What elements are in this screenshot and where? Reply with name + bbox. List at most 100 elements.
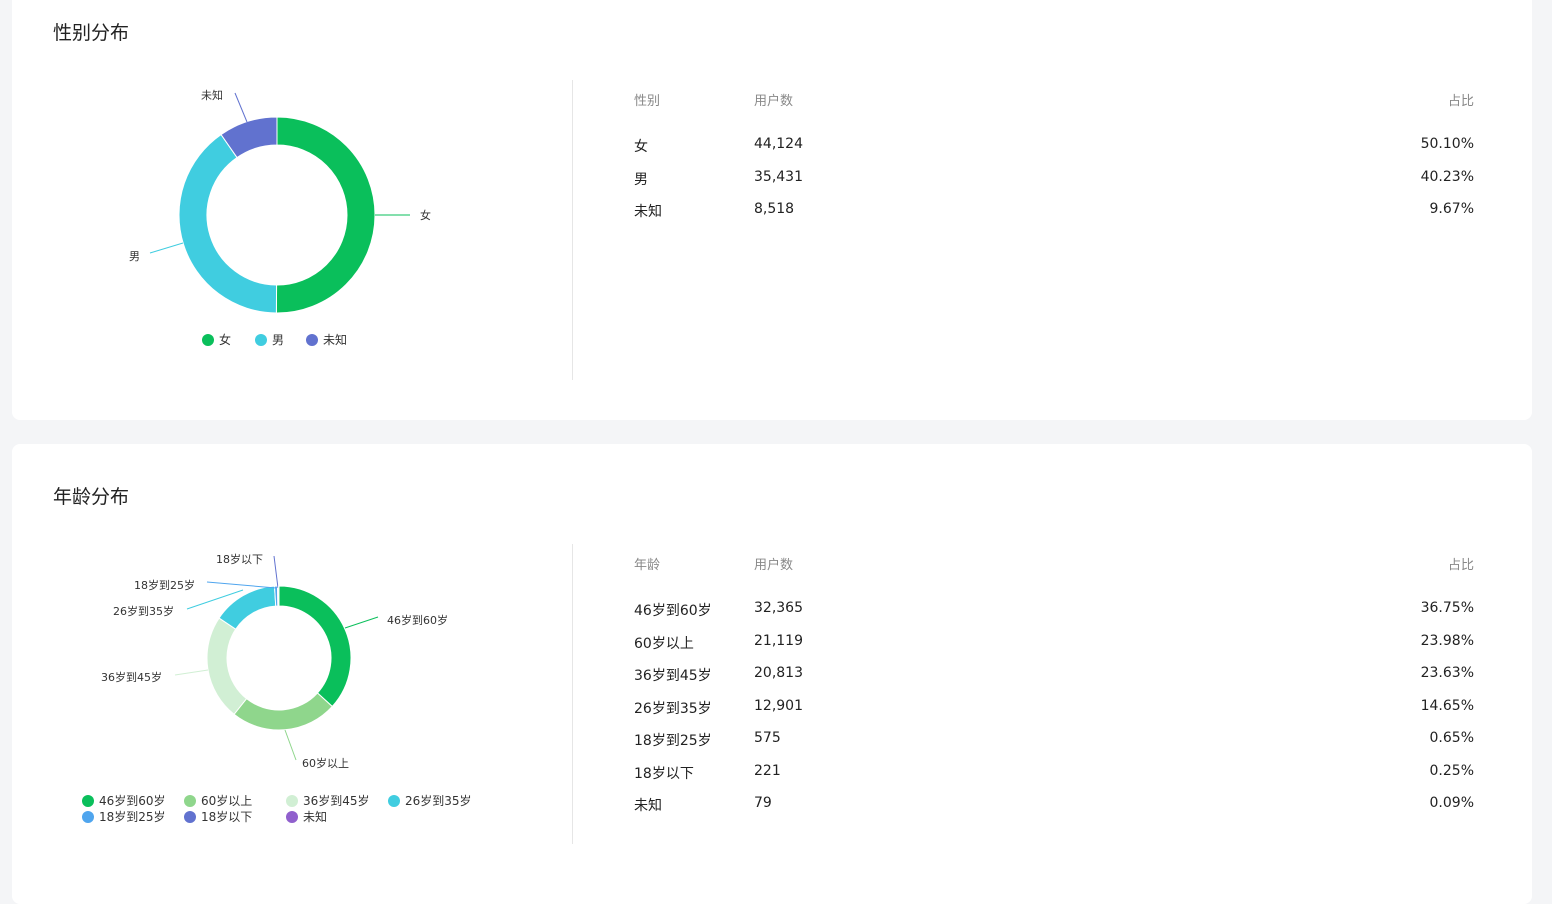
table-cell: 20,813 [754,665,803,681]
table-cell: 36.75% [1421,600,1474,616]
legend-item[interactable]: 26岁到35岁 [388,792,472,809]
donut-slice[interactable] [207,618,247,714]
divider [572,80,573,380]
legend-dot-icon [286,795,298,807]
table-cell: 18岁以下 [634,763,694,783]
label-leader-line [345,617,378,628]
table-cell: 9.67% [1430,201,1474,217]
table-cell: 35,431 [754,169,803,185]
label-leader-line [274,556,278,588]
table-cell: 79 [754,795,772,811]
table-cell: 18岁到25岁 [634,730,712,750]
slice-label: 60岁以上 [302,756,349,770]
table-cell: 50.10% [1421,136,1474,152]
column-header: 年龄 [634,554,660,573]
legend-item[interactable]: 男 [255,331,284,348]
slice-label: 18岁以下 [216,552,263,566]
column-header: 用户数 [754,554,793,573]
legend-label: 60岁以上 [201,792,252,809]
slice-label: 36岁到45岁 [101,670,162,684]
legend-dot-icon [82,811,94,823]
table-header: 年龄 用户数 占比 [634,554,1474,574]
legend-label: 未知 [323,331,347,348]
legend-label: 女 [219,331,231,348]
slice-label: 18岁到25岁 [134,578,195,592]
divider [572,544,573,844]
table-cell: 0.09% [1430,795,1474,811]
slice-label: 未知 [201,88,223,102]
legend-item[interactable]: 未知 [286,808,327,825]
legend-dot-icon [82,795,94,807]
slice-label: 女 [420,208,431,222]
label-leader-line [235,93,247,122]
legend-dot-icon [286,811,298,823]
legend-dot-icon [184,811,196,823]
slice-label: 46岁到60岁 [387,613,448,627]
table-cell: 221 [754,763,781,779]
table-row: 18岁以下 221 0.25% [634,763,1474,783]
legend-label: 未知 [303,808,327,825]
slice-label: 男 [129,250,140,263]
label-leader-line [285,730,296,760]
table-row: 男 35,431 40.23% [634,169,1474,189]
table-cell: 60岁以上 [634,633,694,653]
donut-slice[interactable] [279,586,351,706]
label-leader-line [150,243,183,253]
legend-item[interactable]: 18岁以下 [184,808,252,825]
donut-slice[interactable] [219,586,276,629]
column-header: 占比 [1448,554,1474,573]
table-cell: 26岁到35岁 [634,698,712,718]
column-header: 用户数 [754,90,793,109]
table-cell: 0.25% [1430,763,1474,779]
table-cell: 40.23% [1421,169,1474,185]
table-row: 未知 79 0.09% [634,795,1474,815]
label-leader-line [207,582,276,588]
table-cell: 未知 [634,795,662,815]
table-cell: 0.65% [1430,730,1474,746]
table-cell: 8,518 [754,201,794,217]
table-cell: 男 [634,169,648,189]
legend-dot-icon [306,334,318,346]
table-cell: 44,124 [754,136,803,152]
label-leader-line [175,670,208,675]
table-row: 女 44,124 50.10% [634,136,1474,156]
slice-label: 26岁到35岁 [113,604,174,618]
table-row: 36岁到45岁 20,813 23.63% [634,665,1474,685]
legend-item[interactable]: 18岁到25岁 [82,808,166,825]
legend-item[interactable]: 未知 [306,331,347,348]
table-row: 未知 8,518 9.67% [634,201,1474,221]
legend-dot-icon [255,334,267,346]
legend-item[interactable]: 女 [202,331,231,348]
table-cell: 女 [634,136,648,156]
legend-label: 36岁到45岁 [303,792,370,809]
table-row: 46岁到60岁 32,365 36.75% [634,600,1474,620]
table-cell: 36岁到45岁 [634,665,712,685]
legend-label: 18岁以下 [201,808,252,825]
donut-slice[interactable] [234,693,332,730]
table-cell: 14.65% [1421,698,1474,714]
donut-slice[interactable] [179,135,277,313]
legend-label: 18岁到25岁 [99,808,166,825]
table-cell: 未知 [634,201,662,221]
table-cell: 32,365 [754,600,803,616]
legend-item[interactable]: 46岁到60岁 [82,792,166,809]
table-cell: 575 [754,730,781,746]
table-cell: 46岁到60岁 [634,600,712,620]
table-cell: 21,119 [754,633,803,649]
table-cell: 12,901 [754,698,803,714]
donut-slice[interactable] [276,117,375,313]
age-donut-chart: 46岁到60岁 60岁以上 36岁到45岁 26岁到35岁 18岁到25岁 18岁以下 [12,444,572,904]
legend-label: 男 [272,331,284,348]
legend-item[interactable]: 60岁以上 [184,792,252,809]
legend-dot-icon [202,334,214,346]
legend-label: 46岁到60岁 [99,792,166,809]
legend-item[interactable]: 36岁到45岁 [286,792,370,809]
legend-label: 26岁到35岁 [405,792,472,809]
legend-dot-icon [388,795,400,807]
table-cell: 23.63% [1421,665,1474,681]
table-header: 性别用户数占比 [634,90,1474,110]
